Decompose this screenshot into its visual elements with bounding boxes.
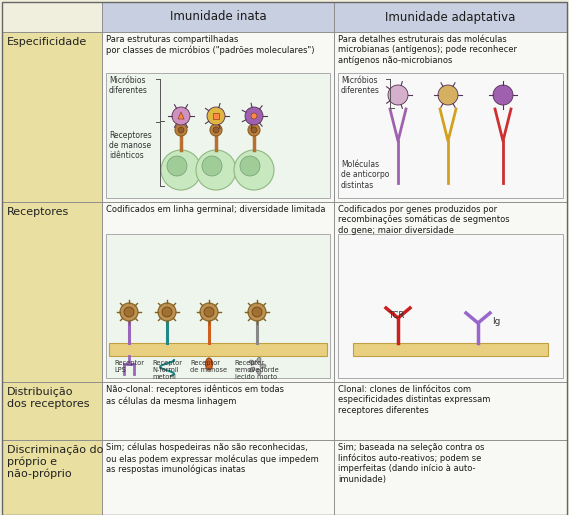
Text: Receptor
de manose: Receptor de manose <box>191 360 228 373</box>
Circle shape <box>251 127 257 133</box>
Text: Para detalhes estruturais das moléculas
microbianas (antígenos); pode reconhecer: Para detalhes estruturais das moléculas … <box>338 35 517 65</box>
Bar <box>106 234 330 378</box>
Bar <box>102 32 334 202</box>
Text: Codificados em linha germinal; diversidade limitada: Codificados em linha germinal; diversida… <box>106 205 325 214</box>
Bar <box>102 202 334 382</box>
Bar <box>2 32 102 202</box>
Bar <box>106 73 330 198</box>
Circle shape <box>204 307 214 317</box>
Ellipse shape <box>249 367 255 372</box>
Circle shape <box>248 124 260 136</box>
Bar <box>334 32 567 202</box>
Text: Receptores
de manose
idênticos: Receptores de manose idênticos <box>109 130 152 160</box>
Bar <box>334 2 567 32</box>
Circle shape <box>245 107 263 125</box>
Circle shape <box>388 85 408 105</box>
Text: Para estruturas compartilhadas
por classes de micróbios ("padrões moleculares"): Para estruturas compartilhadas por class… <box>106 35 315 55</box>
Circle shape <box>240 156 260 176</box>
Circle shape <box>161 150 201 190</box>
Circle shape <box>167 156 187 176</box>
Text: Receptor
N-formil
metoril: Receptor N-formil metoril <box>152 360 182 380</box>
Circle shape <box>252 307 262 317</box>
Text: Especificidade: Especificidade <box>7 37 87 47</box>
Circle shape <box>162 307 172 317</box>
Circle shape <box>120 303 138 321</box>
Ellipse shape <box>257 357 261 363</box>
Bar <box>2 440 102 515</box>
Ellipse shape <box>249 360 255 365</box>
Circle shape <box>158 303 176 321</box>
Text: Sim; células hospedeiras não são reconhecidas,
ou elas podem expressar moléculas: Sim; células hospedeiras não são reconhe… <box>106 443 319 474</box>
Bar <box>213 113 219 119</box>
Circle shape <box>493 85 513 105</box>
Circle shape <box>172 107 190 125</box>
Bar <box>2 382 102 440</box>
Text: Moléculas
de anticorpo
distintas: Moléculas de anticorpo distintas <box>341 160 389 190</box>
Bar <box>109 343 327 356</box>
Circle shape <box>178 127 184 133</box>
Text: Imunidade inata: Imunidade inata <box>170 10 266 24</box>
Text: Codificados por genes produzidos por
recombinações somáticas de segmentos
do gen: Codificados por genes produzidos por rec… <box>338 205 510 235</box>
Circle shape <box>124 307 134 317</box>
Circle shape <box>438 85 458 105</box>
Circle shape <box>213 127 219 133</box>
Bar <box>102 440 334 515</box>
Polygon shape <box>178 112 184 119</box>
Ellipse shape <box>205 358 212 370</box>
Bar <box>102 2 334 32</box>
Ellipse shape <box>260 364 266 368</box>
Bar <box>2 202 102 382</box>
Bar <box>102 382 334 440</box>
Text: TCR: TCR <box>388 311 404 319</box>
Bar <box>338 234 563 378</box>
Text: Receptores: Receptores <box>7 207 69 217</box>
Text: Ig: Ig <box>492 317 500 325</box>
Circle shape <box>248 303 266 321</box>
Text: Receptor
LPS: Receptor LPS <box>114 360 144 373</box>
Circle shape <box>200 303 218 321</box>
Text: Não-clonal: receptores idênticos em todas
as células da mesma linhagem: Não-clonal: receptores idênticos em toda… <box>106 385 284 405</box>
Text: Imunidade adaptativa: Imunidade adaptativa <box>385 10 516 24</box>
Circle shape <box>175 124 187 136</box>
Bar <box>353 343 548 356</box>
Text: Micróbios
diferentes: Micróbios diferentes <box>341 76 380 95</box>
Bar <box>334 440 567 515</box>
Circle shape <box>196 150 236 190</box>
Text: Receptor
removedorde
lecido morto: Receptor removedorde lecido morto <box>234 360 279 380</box>
Circle shape <box>234 150 274 190</box>
Text: Clonal: clones de linfócitos com
especificidades distintas expressam
receptores : Clonal: clones de linfócitos com especif… <box>338 385 490 415</box>
Circle shape <box>207 107 225 125</box>
Circle shape <box>202 156 222 176</box>
Text: Sim; baseada na seleção contra os
linfócitos auto-reativos; podem se
imperfeitas: Sim; baseada na seleção contra os linfóc… <box>338 443 484 484</box>
Text: Micróbios
diferentes: Micróbios diferentes <box>109 76 148 95</box>
Bar <box>334 382 567 440</box>
Ellipse shape <box>257 369 261 374</box>
Bar <box>2 2 102 32</box>
Circle shape <box>210 124 222 136</box>
Text: Distribuição
dos receptores: Distribuição dos receptores <box>7 387 89 408</box>
Text: Discriminação do
próprio e
não-próprio: Discriminação do próprio e não-próprio <box>7 445 104 479</box>
Circle shape <box>251 113 257 119</box>
Bar <box>338 73 563 198</box>
Bar <box>334 202 567 382</box>
